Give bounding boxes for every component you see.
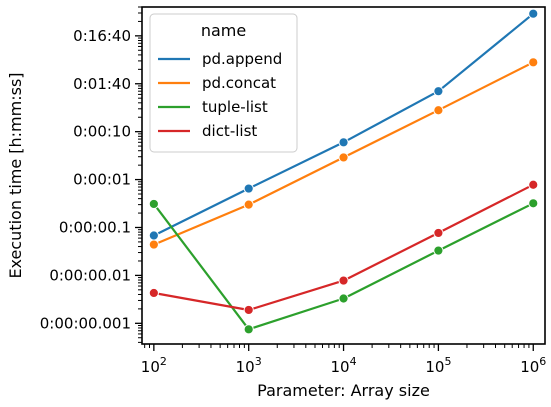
plot-frame: [141, 6, 546, 345]
x-tick-label: 104: [331, 355, 357, 376]
x-tick-label: 106: [520, 355, 546, 376]
y-tick-label: 0:00:10: [73, 123, 131, 141]
data-point: [148, 287, 159, 299]
legend-label: dict-list: [202, 122, 257, 140]
data-point: [243, 183, 254, 194]
y-tick-label: 0:00:01: [73, 171, 131, 189]
data-point: [243, 199, 254, 210]
data-point: [338, 152, 349, 163]
data-point: [433, 105, 444, 116]
data-point: [338, 137, 349, 148]
data-point: [148, 230, 159, 241]
y-axis-label: Execution time [h:mm:ss]: [6, 72, 25, 278]
legend-box: [149, 13, 298, 153]
data-point: [528, 57, 539, 68]
data-point: [433, 86, 444, 97]
data-point: [148, 198, 159, 210]
series-layer: [148, 8, 539, 335]
y-tick-label: 0:01:40: [73, 75, 131, 93]
series-tuple-list: [148, 198, 539, 335]
data-point: [338, 293, 349, 304]
x-tick-labels: 102 103 104 105 106: [141, 355, 546, 376]
data-point: [528, 8, 539, 19]
series-pd-append: [148, 8, 539, 241]
x-tick-label: 103: [236, 355, 262, 376]
legend-label: tuple-list: [202, 98, 268, 116]
legend: name pd.append pd.concat tuple-list dict-li…: [149, 13, 298, 153]
data-point: [433, 245, 444, 256]
legend-item: pd.append: [158, 50, 282, 68]
legend-item: dict-list: [158, 122, 257, 140]
data-point: [148, 239, 159, 250]
x-tick-label: 102: [141, 355, 167, 376]
legend-label: pd.concat: [202, 74, 276, 92]
x-axis-label: Parameter: Array size: [257, 381, 430, 400]
data-point: [433, 227, 444, 239]
data-point: [528, 198, 539, 209]
legend-label: pd.append: [202, 50, 282, 68]
data-point: [338, 275, 349, 286]
legend-items: pd.append pd.concat tuple-list dict-list: [158, 50, 282, 140]
y-tick-label: 0:00:00.1: [59, 218, 131, 236]
data-point: [243, 324, 254, 335]
series-pd-concat: [148, 57, 539, 250]
series-line: [152, 202, 535, 331]
x-tick-label: 105: [425, 355, 451, 376]
legend-item: pd.concat: [158, 74, 276, 92]
y-tick-label: 0:00:00.01: [49, 266, 131, 284]
legend-item: tuple-list: [158, 98, 268, 116]
data-point: [528, 179, 539, 190]
series-line: [152, 183, 535, 312]
y-tick-label: 0:00:00.001: [40, 314, 131, 332]
y-tick-labels: 0:00:00.001 0:00:00.01 0:00:00.1 0:00:01 0:0…: [40, 27, 131, 332]
legend-title: name: [201, 21, 246, 40]
y-tick-label: 0:16:40: [73, 27, 131, 45]
series-dict-list: [148, 179, 539, 316]
data-point: [243, 304, 254, 316]
